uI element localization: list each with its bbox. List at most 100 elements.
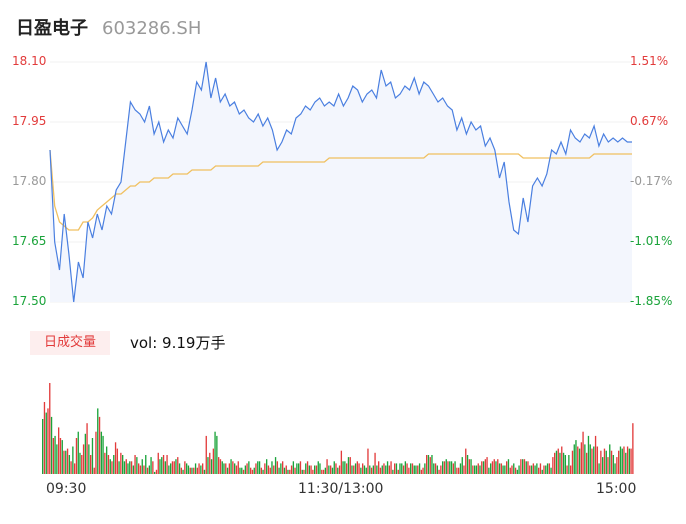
volume-bar [75, 438, 78, 474]
volume-bar [47, 408, 49, 474]
volume-bar [186, 463, 188, 474]
volume-bar [370, 467, 373, 474]
volume-bar [280, 463, 282, 474]
volume-bar [282, 461, 284, 474]
volume-bar [127, 463, 129, 474]
y-tick-label-left: 17.80 [12, 174, 47, 188]
y-tick-label-right: -1.85% [630, 294, 673, 308]
volume-bar [372, 465, 375, 474]
volume-bar [294, 467, 296, 474]
volume-bar [513, 463, 515, 474]
volume-bar [241, 467, 243, 474]
volume-bar [465, 448, 467, 474]
volume-bar [278, 467, 280, 474]
volume-bar [292, 461, 295, 474]
volume-bar [490, 463, 492, 474]
volume-bar [591, 448, 593, 474]
volume-bar [100, 431, 103, 474]
volume-bar [209, 452, 211, 474]
volume-bar [474, 465, 476, 474]
volume-bar [305, 463, 307, 474]
volume-bar [143, 465, 145, 474]
volume-bar [418, 463, 421, 474]
volume-bar [276, 461, 279, 474]
volume-bar [566, 465, 568, 474]
volume-bar [266, 459, 268, 474]
volume-bar [171, 461, 174, 474]
volume-bar [72, 446, 74, 474]
volume-bar [212, 448, 215, 474]
volume-bar [593, 446, 595, 474]
volume-bar [324, 467, 327, 474]
volume-bar [470, 459, 472, 474]
volume-bar [113, 455, 115, 474]
volume-bar [157, 452, 159, 474]
volume-bar [564, 455, 567, 474]
y-tick-label-left: 17.65 [12, 234, 47, 248]
volume-bar [248, 461, 250, 474]
volume-bar [424, 463, 426, 474]
volume-bar [123, 461, 126, 474]
x-tick-label: 15:00 [596, 481, 637, 497]
volume-bar [88, 444, 90, 474]
volume-bar [310, 465, 312, 474]
volume-bar [262, 469, 264, 474]
y-tick-label-left: 17.95 [12, 114, 47, 128]
volume-bar [420, 469, 423, 474]
volume-bar [269, 467, 271, 474]
volume-bar [116, 448, 119, 474]
volume-bar [214, 431, 216, 474]
volume-bar [552, 457, 554, 474]
volume-bar [548, 463, 551, 474]
volume-bar [584, 444, 586, 474]
volume-bar [219, 459, 222, 474]
volume-bar [426, 455, 428, 474]
volume-bar [507, 459, 510, 474]
volume-bar [138, 463, 140, 474]
volume-bar [379, 467, 382, 474]
volume-bar [191, 467, 193, 474]
price-area [50, 62, 632, 302]
volume-bar [162, 455, 165, 474]
volume-bar [353, 465, 355, 474]
volume-bar [331, 467, 334, 474]
volume-bar [374, 452, 376, 474]
average-price-line [49, 149, 632, 231]
volume-bar [577, 446, 579, 474]
volume-bar [50, 416, 53, 474]
volume-bar [514, 467, 517, 474]
volume-bar [223, 463, 225, 474]
volume-bar [114, 442, 117, 474]
volume-bar [258, 461, 261, 474]
volume-bar [472, 465, 474, 474]
volume-bar [61, 440, 63, 474]
volume-bar [454, 461, 456, 474]
volume-bar [360, 467, 362, 474]
volume-bar [253, 467, 255, 474]
volume-bar [326, 459, 328, 474]
volume-bar [616, 457, 618, 474]
volume-bar [603, 448, 606, 474]
volume-bar [466, 455, 469, 474]
volume-bar [120, 452, 122, 474]
volume-bar [337, 467, 339, 474]
volume-bar [388, 465, 391, 474]
volume-bar [614, 463, 616, 474]
volume-bar [177, 457, 179, 474]
volume-bar [170, 463, 172, 474]
volume-bar [59, 438, 62, 474]
volume-bar [493, 459, 495, 474]
volume-bar [417, 465, 419, 474]
volume-bar [193, 467, 195, 474]
volume-bar [575, 440, 577, 474]
volume-bar [287, 469, 289, 474]
volume-bar [399, 463, 401, 474]
volume-bar [139, 465, 142, 474]
volume-bar [175, 459, 177, 474]
volume-bar [97, 408, 99, 474]
volume-bar [518, 465, 520, 474]
volume-bar [394, 463, 396, 474]
y-tick-label-right: 1.51% [630, 54, 669, 68]
volume-bar [299, 461, 302, 474]
volume-bar [436, 465, 439, 474]
